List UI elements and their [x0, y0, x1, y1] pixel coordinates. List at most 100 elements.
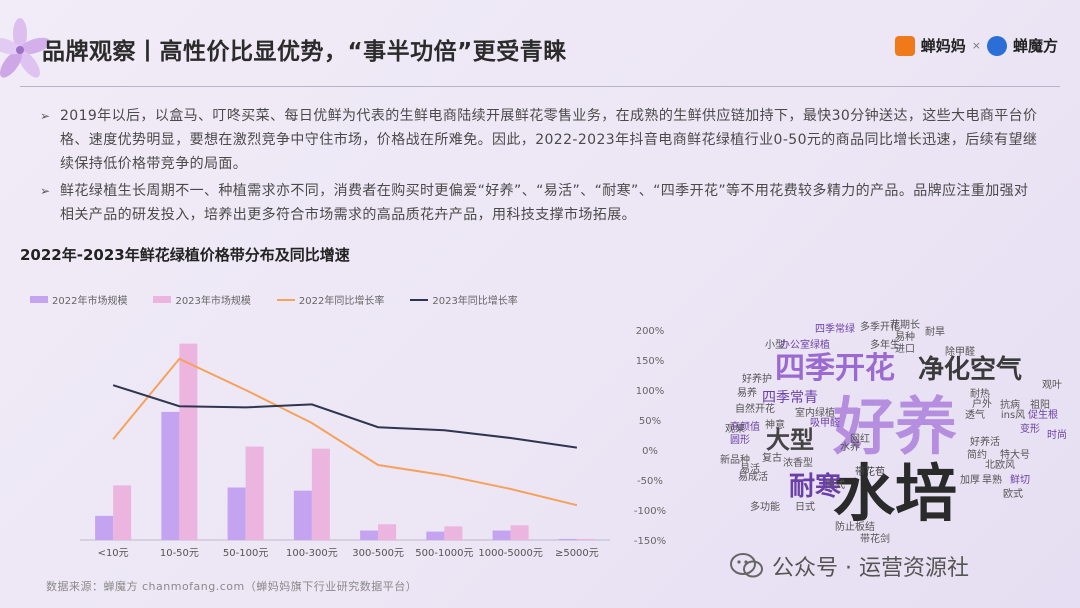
- flower-decoration: [0, 18, 51, 78]
- word-cloud-term: 四季开花: [775, 351, 895, 386]
- chanmofang-logo-icon: [986, 35, 1007, 56]
- word-cloud-term: 复古: [762, 451, 782, 464]
- word-cloud-term: 防止板结: [835, 520, 875, 533]
- bar-2023: [444, 526, 463, 540]
- bar-2022: [293, 490, 312, 540]
- word-cloud-term: 小型: [765, 338, 785, 351]
- word-cloud-term: 四季常青: [762, 390, 818, 406]
- legend-label: 2023年同比增长率: [432, 296, 518, 307]
- y-right-tick-label: 0%: [642, 446, 658, 457]
- word-cloud-term: 易养: [737, 386, 757, 399]
- legend-label: 2022年市场规模: [52, 296, 128, 307]
- word-cloud-term: 户外: [972, 397, 992, 410]
- word-cloud-term: 水培: [833, 457, 957, 530]
- word-cloud-term: 耐热: [970, 387, 990, 400]
- bar-2023: [576, 538, 595, 540]
- bar-2022: [492, 530, 511, 540]
- x-tick-label: 1000-5000元: [478, 548, 543, 559]
- x-tick-label: <10元: [98, 548, 129, 559]
- bullet-arrow-icon: ➢: [40, 109, 51, 123]
- word-cloud-term: 进口: [895, 343, 915, 355]
- word-cloud-term: 促生根: [1028, 408, 1058, 421]
- logo-chanmofang-text: 蝉魔方: [1012, 37, 1058, 55]
- data-source-note: 数据来源：蝉魔方 chanmofang.com（蝉妈妈旗下行业研究数据平台）: [46, 580, 418, 593]
- logo-separator: ×: [971, 39, 981, 52]
- x-tick-label: 50-100元: [223, 548, 268, 559]
- legend-swatch: [410, 298, 429, 301]
- bar-2023: [179, 343, 198, 540]
- word-cloud-term: 好养活: [970, 435, 1000, 448]
- word-cloud-term: 高颜值: [730, 420, 760, 433]
- bullet-list: ➢ 2019年以后，以盒马、叮咚买菜、每日优鲜为代表的生鲜电商陆续开展鲜花零售业…: [40, 104, 1040, 230]
- legend-swatch: [30, 296, 48, 303]
- bullet-item: ➢ 鲜花绿植生长周期不一、种植需求亦不同，消费者在购买时更偏爱“好养”、“易活”…: [40, 179, 1040, 227]
- legend-item: 2022年市场规模: [30, 292, 127, 307]
- word-cloud-term: 日式: [795, 500, 815, 513]
- word-cloud-term: 祖阳: [1030, 398, 1050, 411]
- logo-chanmama-text: 蝉妈妈: [920, 37, 966, 55]
- word-cloud-term: 除甲醛: [945, 345, 975, 358]
- x-tick-label: 10-50元: [160, 548, 199, 559]
- legend-swatch: [276, 298, 295, 301]
- bar-2023: [378, 524, 397, 540]
- word-cloud-term: 旱熟: [982, 473, 1002, 486]
- legend-label: 2023年市场规模: [175, 296, 251, 307]
- bar-2023: [245, 446, 264, 540]
- word-cloud-term: 北欧风: [985, 459, 1015, 471]
- y-right-tick-label: -50%: [637, 476, 663, 487]
- y-right-tick-label: 150%: [636, 356, 665, 367]
- word-cloud-term: 加厚: [960, 474, 980, 486]
- word-cloud-term: 新品种: [720, 453, 750, 466]
- bullet-arrow-icon: ➢: [40, 184, 51, 198]
- word-cloud-term: 多年生: [870, 338, 900, 351]
- word-cloud-term: 室内绿植: [795, 406, 835, 419]
- word-cloud-term: 易种: [895, 330, 915, 343]
- title-divider: [20, 86, 1060, 87]
- word-cloud-term: 好养: [832, 390, 957, 463]
- word-cloud-term: 耐旱: [925, 325, 945, 338]
- chart-title: 2022年-2023年鲜花绿植价格带分布及同比增速: [20, 246, 350, 264]
- word-cloud-term: 观叶: [1042, 379, 1062, 391]
- chart-legend: 2022年市场规模 2023年市场规模 2022年同比增长率 2023年同比增长…: [30, 292, 518, 307]
- word-cloud-term: 吸甲醛: [810, 416, 840, 429]
- legend-label: 2022年同比增长率: [298, 296, 385, 307]
- word-cloud-term: 神意: [765, 418, 785, 431]
- word-cloud-term: 鲜切: [1010, 473, 1030, 486]
- word-cloud-term: 变形: [1020, 422, 1040, 435]
- bar-2022: [227, 487, 246, 540]
- line-2023-growth: [112, 384, 578, 449]
- legend-item: 2022年同比增长率: [276, 292, 385, 307]
- word-cloud-term: 特大号: [1000, 448, 1030, 461]
- bar-2022: [426, 531, 445, 540]
- page-title: 品牌观察丨高性价比显优势，“事半功倍”更受青睐: [42, 39, 567, 65]
- word-cloud-term: 自然开花: [735, 402, 775, 415]
- bullet-item: ➢ 2019年以后，以盒马、叮咚买菜、每日优鲜为代表的生鲜电商陆续开展鲜花零售业…: [40, 104, 1040, 176]
- word-cloud-term: 多功能: [750, 500, 780, 513]
- y-right-tick-label: 200%: [636, 326, 665, 337]
- bullet-text: 2019年以后，以盒马、叮咚买菜、每日优鲜为代表的生鲜电商陆续开展鲜花零售业务，…: [60, 108, 1038, 172]
- legend-swatch: [153, 296, 172, 303]
- word-cloud-term: 时尚: [1047, 428, 1067, 441]
- y-right-tick-label: -150%: [634, 536, 666, 547]
- bar-2023: [510, 525, 529, 540]
- bar-2022: [95, 515, 114, 540]
- word-cloud-term: 观果: [725, 423, 745, 435]
- word-cloud-term: 办公室绿植: [780, 338, 830, 351]
- legend-item: 2023年市场规模: [153, 292, 251, 307]
- word-cloud-term: 四季常绿: [815, 322, 855, 335]
- chanmama-logo-icon: [894, 35, 915, 56]
- bar-2022: [360, 530, 379, 540]
- word-cloud-term: 欧式: [1003, 487, 1023, 500]
- wechat-watermark: 公众号 · 运营资源社: [730, 550, 969, 582]
- x-tick-label: 500-1000元: [415, 548, 473, 559]
- word-cloud-term: 水养: [840, 440, 860, 453]
- word-cloud-term: 花期长: [890, 318, 920, 331]
- word-cloud-term: 好养护: [742, 372, 772, 385]
- watermark-text: 公众号 · 运营资源社: [772, 556, 969, 581]
- y-right-tick-label: 100%: [636, 386, 665, 397]
- price-band-chart: 200% 150% 100% 50% 0% -50% -100% -150% <10元 10-50…: [80, 326, 666, 559]
- bar-2023: [311, 448, 330, 540]
- word-cloud-term: 简约: [967, 448, 987, 461]
- legend-item: 2023年同比增长率: [410, 292, 518, 307]
